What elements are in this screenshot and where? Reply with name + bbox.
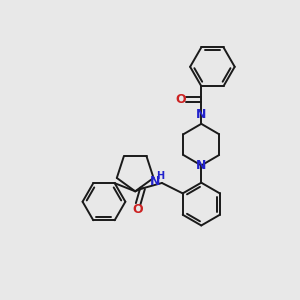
Text: N: N	[196, 108, 206, 122]
Text: O: O	[133, 202, 143, 216]
Text: N: N	[196, 159, 206, 172]
Text: O: O	[175, 93, 186, 106]
Text: N: N	[150, 175, 160, 188]
Text: H: H	[156, 172, 164, 182]
